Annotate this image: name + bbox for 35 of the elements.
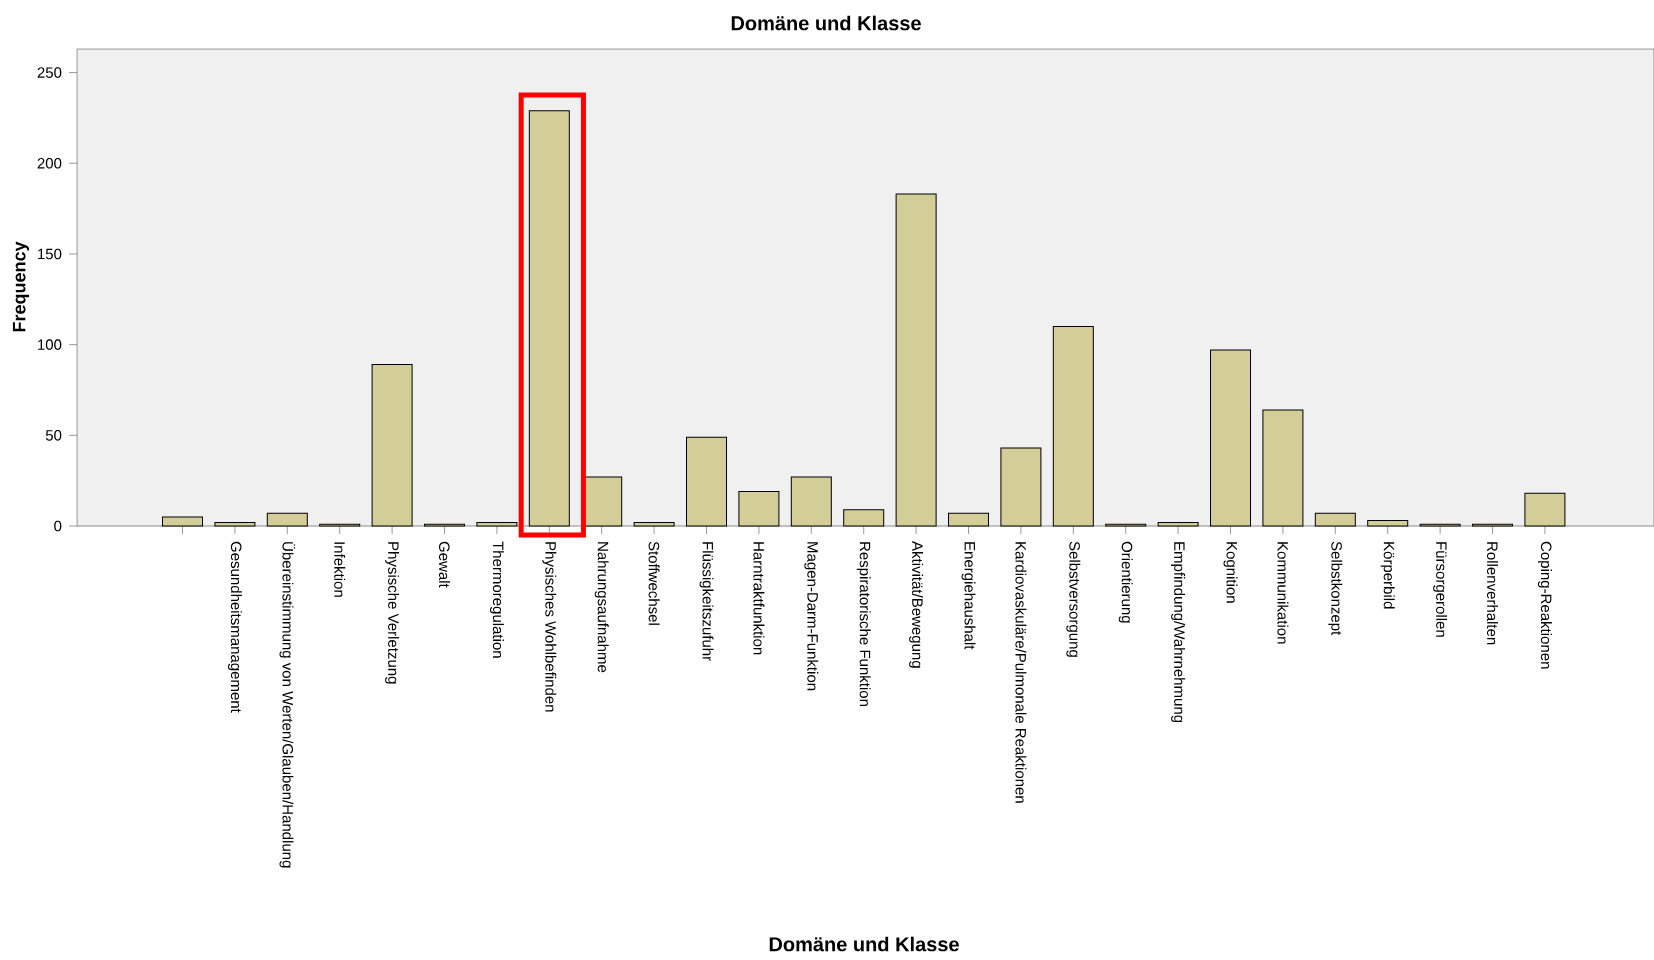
x-tick-label: Gesundheitsmanagement bbox=[227, 541, 242, 713]
x-tick-label: Energiehaushalt bbox=[961, 542, 976, 650]
x-tick-label: Coping-Reaktionen bbox=[1537, 541, 1552, 669]
y-tick-label: 0 bbox=[54, 520, 62, 532]
x-tick-label: Respiratorische Funktion bbox=[856, 542, 871, 706]
y-tick-label: 50 bbox=[45, 430, 62, 441]
x-tick-label: Rollenverhalten bbox=[1486, 542, 1498, 645]
y-tick-label: 100 bbox=[38, 339, 62, 350]
y-tick-label: 250 bbox=[37, 67, 62, 78]
x-tick-label: Orientierung bbox=[1118, 541, 1133, 623]
x-tick-label: Thermoregulation bbox=[489, 541, 504, 658]
x-tick-label: Physisches Wohlbefinden bbox=[542, 542, 557, 712]
y-axis-title: Frequency bbox=[12, 241, 30, 332]
x-axis-title: Domäne und Klasse bbox=[769, 936, 959, 952]
x-tick-label: Empfindung/Wahrnehmung bbox=[1171, 542, 1186, 723]
x-tick-label: Nahrungsaufnahme bbox=[594, 542, 609, 673]
y-tick-label: 200 bbox=[37, 157, 62, 169]
chart-title: Domäne und Klasse bbox=[731, 15, 921, 31]
x-tick-label: Körperbild bbox=[1380, 542, 1395, 609]
x-tick-label: Stoffwechsel bbox=[648, 541, 660, 625]
x-tick-label: Aktivität/Bewegung bbox=[909, 541, 924, 668]
x-tick-label: Gewalt bbox=[438, 541, 450, 588]
x-tick-label: Physische Verletzung bbox=[385, 542, 400, 684]
x-tick-label: Flüssigkeitszufuhr bbox=[699, 542, 714, 661]
x-tick-label: Fürsorgerollen bbox=[1433, 542, 1448, 637]
x-tick-label: Kardiovaskuläre/Pulmonale Reaktionen bbox=[1015, 542, 1027, 803]
x-tick-label: Kommunikation bbox=[1277, 542, 1289, 644]
y-tick-label: 150 bbox=[38, 248, 62, 260]
x-tick-label: Magen-Darm-Funktion bbox=[804, 542, 819, 691]
x-tick-label: Infektion bbox=[334, 542, 346, 597]
x-tick-label: Selbstversorgung bbox=[1066, 541, 1081, 657]
x-tick-label: Kognition bbox=[1223, 542, 1238, 603]
x-tick-label: Harntraktfunktion bbox=[753, 542, 765, 655]
x-tick-label: Übereinstimmung von Werten/Glauben/Handlung bbox=[279, 542, 296, 868]
x-tick-label: Selbstkonzept bbox=[1328, 541, 1343, 636]
